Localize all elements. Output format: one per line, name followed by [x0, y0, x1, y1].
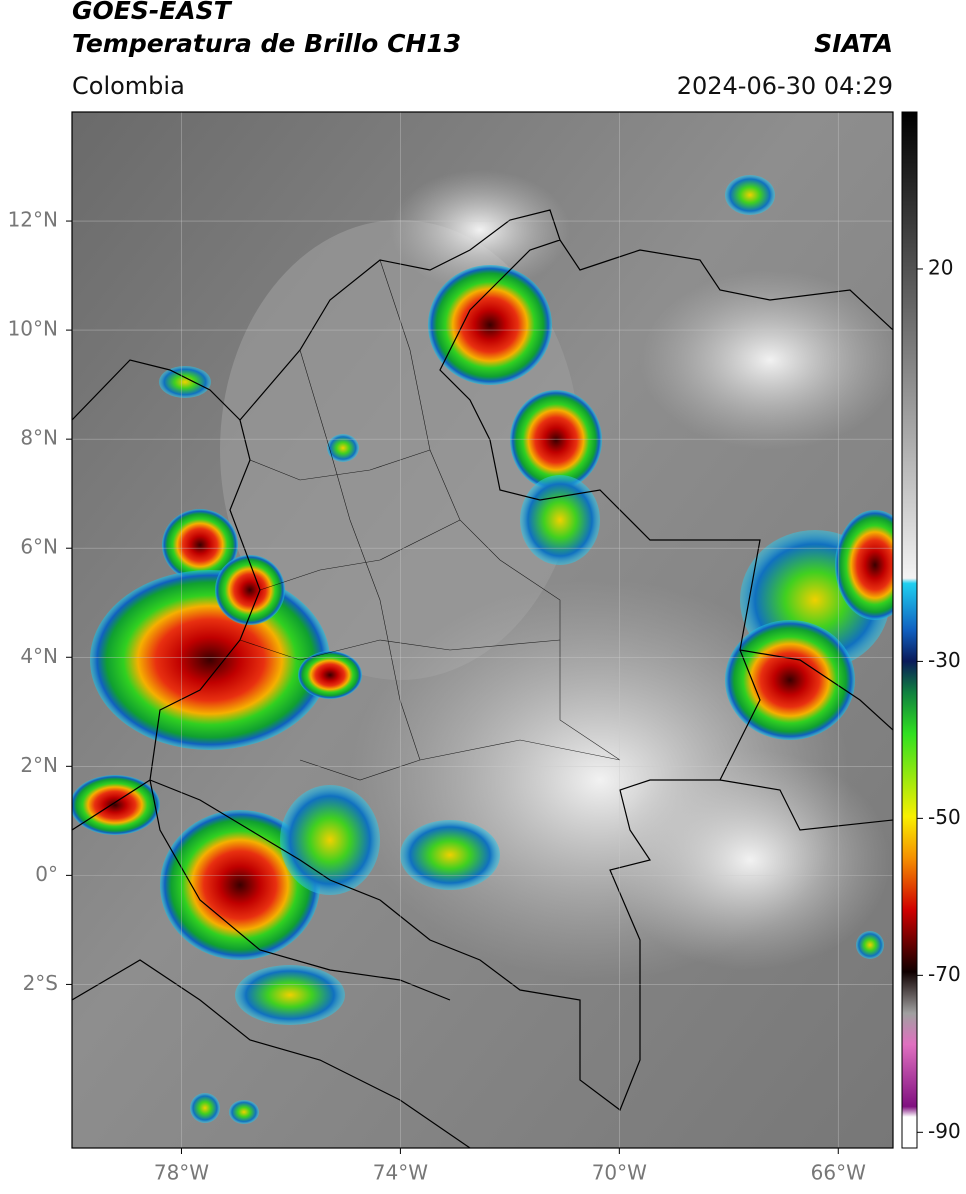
storm — [90, 570, 330, 750]
storm — [725, 175, 775, 215]
x-tick-label: 66°W — [811, 1161, 866, 1185]
grid — [72, 112, 893, 1148]
y-tick-label: 2°S — [23, 971, 58, 995]
satellite: GOES-EAST — [72, 0, 233, 25]
colorbar-tick-label: -90 — [928, 1119, 961, 1143]
storm — [162, 509, 238, 581]
cloud — [610, 750, 890, 970]
colorbar-tick-label: 20 — [928, 255, 953, 279]
y-tick-label: 4°N — [20, 644, 58, 668]
y-tick-label: 2°N — [20, 753, 58, 777]
storm — [298, 651, 362, 699]
storm — [72, 775, 160, 835]
cloud — [390, 170, 570, 290]
storm — [835, 510, 893, 620]
storm — [400, 820, 500, 890]
region: Colombia — [72, 72, 185, 100]
storm — [190, 1093, 220, 1123]
colorbar — [901, 111, 918, 1149]
storm — [725, 620, 855, 740]
colorbar-tick-label: -50 — [928, 805, 961, 829]
storm — [280, 785, 380, 895]
colorbar-tick-label: -70 — [928, 962, 961, 986]
y-tick-label: 0° — [35, 862, 58, 886]
colorbar-tick-label: -30 — [928, 648, 961, 672]
y-tick-label: 10°N — [8, 317, 58, 341]
storm — [856, 931, 884, 959]
storm — [229, 1100, 259, 1124]
y-tick-label: 6°N — [20, 535, 58, 559]
borders — [72, 209, 893, 1148]
map-frame — [71, 111, 894, 1149]
storm — [520, 475, 600, 565]
x-tick-label: 74°W — [373, 1161, 428, 1185]
x-tick-label: 70°W — [592, 1161, 647, 1185]
storm — [215, 555, 285, 625]
storm — [235, 965, 345, 1025]
storm — [510, 390, 602, 490]
storm — [428, 265, 552, 385]
y-tick-label: 12°N — [8, 208, 58, 232]
storm — [159, 366, 211, 398]
departments — [239, 259, 621, 781]
cloud — [640, 270, 893, 450]
product: Temperatura de Brillo CH13 — [72, 29, 461, 58]
storm — [327, 434, 359, 462]
datetime: 2024-06-30 04:29 — [677, 72, 893, 100]
imagery — [72, 112, 893, 1148]
x-tick-label: 78°W — [154, 1161, 209, 1185]
y-tick-label: 8°N — [20, 426, 58, 450]
source: SIATA — [814, 29, 893, 58]
